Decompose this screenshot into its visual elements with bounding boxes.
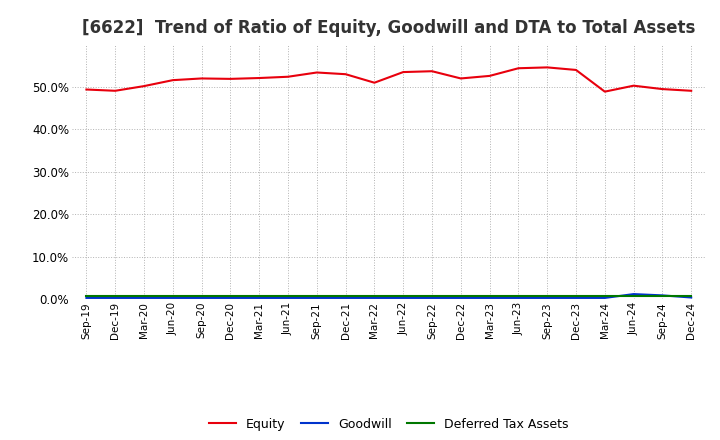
Equity — [600, 89, 609, 94]
Deferred Tax Assets — [514, 293, 523, 298]
Goodwill — [226, 295, 235, 301]
Equity — [140, 84, 148, 89]
Line: Equity: Equity — [86, 67, 691, 92]
Deferred Tax Assets — [687, 293, 696, 298]
Deferred Tax Assets — [255, 293, 264, 298]
Goodwill — [629, 291, 638, 297]
Deferred Tax Assets — [312, 293, 321, 298]
Deferred Tax Assets — [629, 293, 638, 298]
Equity — [312, 70, 321, 75]
Equity — [658, 86, 667, 92]
Equity — [485, 73, 494, 78]
Equity — [197, 76, 206, 81]
Deferred Tax Assets — [370, 293, 379, 298]
Goodwill — [600, 295, 609, 301]
Goodwill — [312, 295, 321, 301]
Deferred Tax Assets — [197, 293, 206, 298]
Deferred Tax Assets — [399, 293, 408, 298]
Goodwill — [687, 295, 696, 300]
Goodwill — [485, 295, 494, 301]
Equity — [168, 77, 177, 83]
Equity — [284, 74, 292, 79]
Deferred Tax Assets — [658, 293, 667, 298]
Equity — [111, 88, 120, 93]
Goodwill — [428, 295, 436, 301]
Deferred Tax Assets — [572, 293, 580, 298]
Deferred Tax Assets — [341, 293, 350, 298]
Equity — [456, 76, 465, 81]
Equity — [629, 83, 638, 88]
Deferred Tax Assets — [428, 293, 436, 298]
Legend: Equity, Goodwill, Deferred Tax Assets: Equity, Goodwill, Deferred Tax Assets — [204, 413, 574, 436]
Deferred Tax Assets — [284, 293, 292, 298]
Goodwill — [255, 295, 264, 301]
Goodwill — [658, 293, 667, 298]
Goodwill — [399, 295, 408, 301]
Deferred Tax Assets — [140, 293, 148, 298]
Equity — [255, 75, 264, 81]
Goodwill — [543, 295, 552, 301]
Deferred Tax Assets — [456, 293, 465, 298]
Deferred Tax Assets — [168, 293, 177, 298]
Deferred Tax Assets — [600, 293, 609, 298]
Equity — [341, 72, 350, 77]
Goodwill — [111, 295, 120, 301]
Deferred Tax Assets — [226, 293, 235, 298]
Equity — [399, 70, 408, 75]
Goodwill — [456, 295, 465, 301]
Goodwill — [197, 295, 206, 301]
Equity — [428, 69, 436, 74]
Deferred Tax Assets — [485, 293, 494, 298]
Goodwill — [572, 295, 580, 301]
Goodwill — [514, 295, 523, 301]
Equity — [226, 76, 235, 81]
Line: Goodwill: Goodwill — [86, 294, 691, 298]
Equity — [82, 87, 91, 92]
Equity — [572, 67, 580, 73]
Deferred Tax Assets — [82, 293, 91, 298]
Goodwill — [284, 295, 292, 301]
Deferred Tax Assets — [543, 293, 552, 298]
Goodwill — [168, 295, 177, 301]
Goodwill — [140, 295, 148, 301]
Deferred Tax Assets — [111, 293, 120, 298]
Equity — [687, 88, 696, 93]
Goodwill — [370, 295, 379, 301]
Equity — [514, 66, 523, 71]
Equity — [543, 65, 552, 70]
Goodwill — [82, 295, 91, 301]
Goodwill — [341, 295, 350, 301]
Equity — [370, 80, 379, 85]
Title: [6622]  Trend of Ratio of Equity, Goodwill and DTA to Total Assets: [6622] Trend of Ratio of Equity, Goodwil… — [82, 19, 696, 37]
